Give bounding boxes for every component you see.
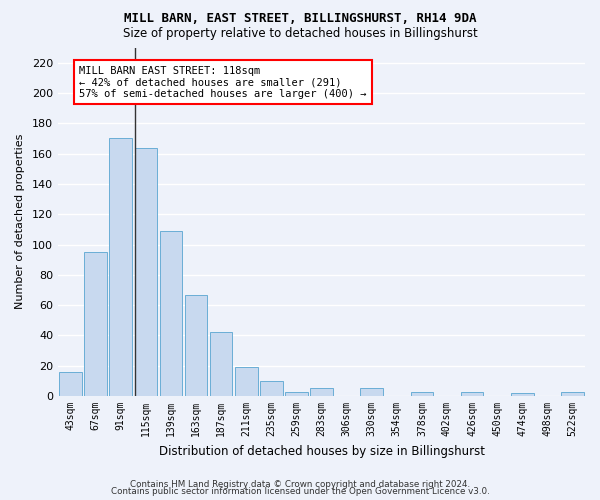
Bar (310, 388, 333, 396)
Bar (85, 252, 107, 396)
Text: Contains public sector information licensed under the Open Government Licence v3: Contains public sector information licen… (110, 487, 490, 496)
Bar (260, 381, 283, 396)
Bar (561, 392, 584, 396)
Bar (109, 138, 132, 396)
Bar (235, 368, 257, 396)
Text: MILL BARN, EAST STREET, BILLINGSHURST, RH14 9DA: MILL BARN, EAST STREET, BILLINGSHURST, R… (124, 12, 476, 26)
Text: Size of property relative to detached houses in Billingshurst: Size of property relative to detached ho… (122, 28, 478, 40)
Bar (410, 392, 433, 396)
Bar (160, 231, 182, 396)
Bar (185, 294, 208, 396)
Bar (134, 148, 157, 396)
Bar (511, 393, 533, 396)
Bar (59, 372, 82, 396)
Y-axis label: Number of detached properties: Number of detached properties (15, 134, 25, 310)
Text: MILL BARN EAST STREET: 118sqm
← 42% of detached houses are smaller (291)
57% of : MILL BARN EAST STREET: 118sqm ← 42% of d… (79, 66, 367, 99)
Text: Contains HM Land Registry data © Crown copyright and database right 2024.: Contains HM Land Registry data © Crown c… (130, 480, 470, 489)
X-axis label: Distribution of detached houses by size in Billingshurst: Distribution of detached houses by size … (158, 444, 485, 458)
Bar (210, 332, 232, 396)
Bar (361, 388, 383, 396)
Bar (285, 392, 308, 396)
Bar (461, 392, 484, 396)
